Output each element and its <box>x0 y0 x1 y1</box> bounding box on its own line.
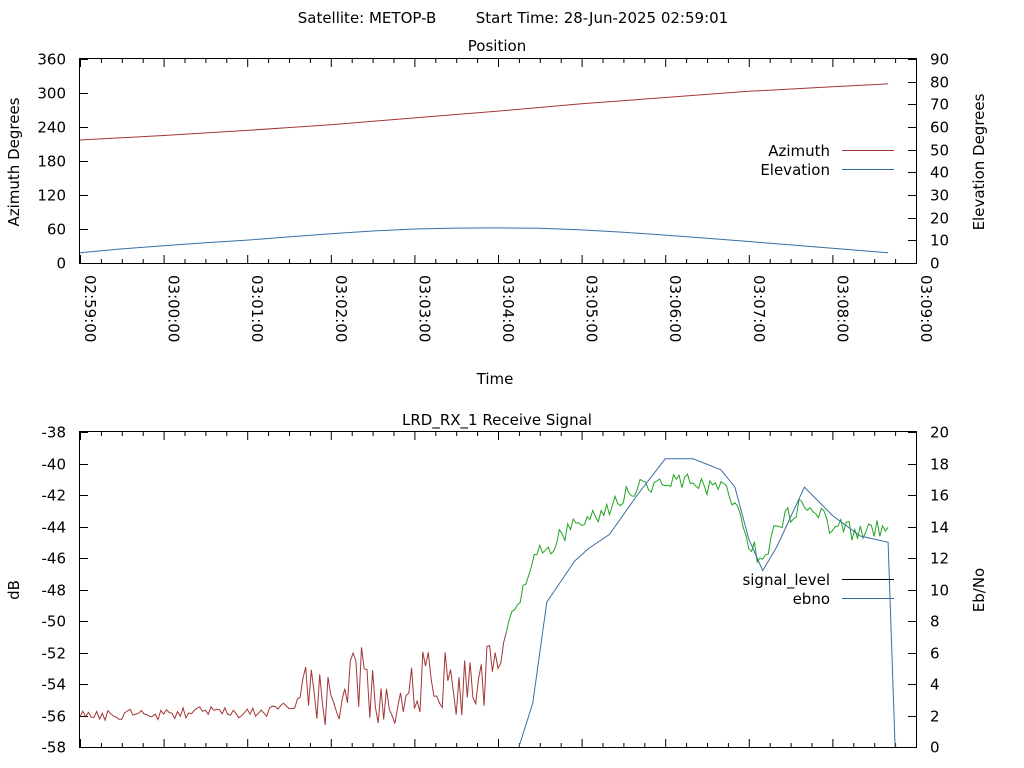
y2-tick-label: 6 <box>930 645 940 663</box>
y-tick-label: -56 <box>42 708 67 726</box>
y-tick-label: -58 <box>42 739 67 757</box>
y2-tick-label: 10 <box>930 232 949 250</box>
legend-label-elevation: Elevation <box>760 161 830 179</box>
y2-tick-label: 12 <box>930 550 949 568</box>
y2-tick-label: 80 <box>930 74 949 92</box>
y-tick-label: 360 <box>37 51 66 69</box>
y2-tick-label: 16 <box>930 487 949 505</box>
series-line-elevation <box>79 227 889 254</box>
signal-chart: LRD_RX_1 Receive Signal dB Eb/No -58-56-… <box>5 411 988 757</box>
legend-label-azimuth: Azimuth <box>768 142 830 160</box>
y2-tick-label: 70 <box>930 96 949 114</box>
signal-y2-tick-labels: 0 2 4 6 8 10 12 14 16 18 20 <box>930 424 949 757</box>
y-tick-label: -46 <box>42 550 67 568</box>
x-tick-label: 03:00:00 <box>165 275 183 342</box>
y-tick-label: -52 <box>42 645 67 663</box>
position-chart: Position Azimuth Degrees Elevation Degre… <box>5 37 988 388</box>
x-tick-label: 03:06:00 <box>666 275 684 342</box>
signal-legend: signal_level ebno <box>742 571 894 608</box>
y2-tick-label: 60 <box>930 119 949 137</box>
signal-ticks <box>80 432 917 748</box>
header-satellite: Satellite: METOP-B <box>298 9 437 27</box>
x-tick-label: 03:08:00 <box>833 275 851 342</box>
position-xlabel: Time <box>476 370 514 388</box>
x-tick-label: 03:01:00 <box>248 275 266 342</box>
series-line-ebno <box>518 458 896 748</box>
x-tick-label: 03:07:00 <box>750 275 768 342</box>
x-tick-label: 02:59:00 <box>81 275 99 342</box>
y-tick-label: 180 <box>37 153 66 171</box>
legend-label-signal-level: signal_level <box>742 571 830 590</box>
signal-title: LRD_RX_1 Receive Signal <box>402 411 592 430</box>
position-y2-tick-labels: 0 10 20 30 40 50 60 70 80 90 <box>930 51 949 273</box>
series-line-signal-level-unlocked <box>79 632 507 725</box>
y2-tick-label: 2 <box>930 708 940 726</box>
x-tick-label: 03:03:00 <box>415 275 433 342</box>
position-series <box>79 83 889 254</box>
position-y2label: Elevation Degrees <box>970 93 988 230</box>
y2-tick-label: 4 <box>930 676 940 694</box>
y2-tick-label: 0 <box>930 255 940 273</box>
signal-ylabel: dB <box>5 580 23 600</box>
y2-tick-label: 10 <box>930 582 949 600</box>
y-tick-label: -42 <box>42 487 67 505</box>
y-tick-label: -38 <box>42 424 67 442</box>
y2-tick-label: 0 <box>930 739 940 757</box>
series-line-signal-level <box>505 473 889 633</box>
position-x-tick-labels: 02:59:00 03:00:00 03:01:00 03:02:00 03:03:00… <box>81 275 935 342</box>
y-tick-label: -40 <box>42 456 67 474</box>
y2-tick-label: 8 <box>930 613 940 631</box>
y2-tick-label: 18 <box>930 456 949 474</box>
y2-tick-label: 30 <box>930 187 949 205</box>
signal-plot-frame <box>79 431 917 748</box>
x-tick-label: 03:04:00 <box>499 275 517 342</box>
y2-tick-label: 20 <box>930 424 949 442</box>
position-ticks <box>80 59 917 264</box>
y-tick-label: -48 <box>42 582 67 600</box>
signal-y-tick-labels: -58 -56 -54 -52 -50 -48 -46 -44 -42 -40 -38 <box>42 424 67 757</box>
signal-y2label: Eb/No <box>970 568 988 612</box>
position-ylabel: Azimuth Degrees <box>5 97 23 226</box>
y2-tick-label: 50 <box>930 142 949 160</box>
y-tick-label: -44 <box>42 519 67 537</box>
y2-tick-label: 20 <box>930 210 949 228</box>
y-tick-label: 120 <box>37 187 66 205</box>
y2-tick-label: 90 <box>930 51 949 69</box>
y-tick-label: 240 <box>37 119 66 137</box>
signal-series <box>79 458 896 748</box>
position-plot-frame <box>79 58 917 264</box>
x-tick-label: 03:05:00 <box>583 275 601 342</box>
x-tick-label: 03:09:00 <box>917 275 935 342</box>
y-tick-label: 0 <box>56 255 66 273</box>
series-line-azimuth <box>79 83 889 141</box>
position-title: Position <box>468 37 526 55</box>
position-y-tick-labels: 0 60 120 180 240 300 360 <box>37 51 66 273</box>
header-start-time: Start Time: 28-Jun-2025 02:59:01 <box>476 9 728 27</box>
y-tick-label: -50 <box>42 613 67 631</box>
x-tick-label: 03:02:00 <box>332 275 350 342</box>
position-legend: Azimuth Elevation <box>760 142 894 179</box>
legend-label-ebno: ebno <box>793 590 830 608</box>
y2-tick-label: 40 <box>930 164 949 182</box>
y-tick-label: -54 <box>42 676 67 694</box>
y-tick-label: 60 <box>47 221 66 239</box>
y-tick-label: 300 <box>37 85 66 103</box>
y2-tick-label: 14 <box>930 519 949 537</box>
